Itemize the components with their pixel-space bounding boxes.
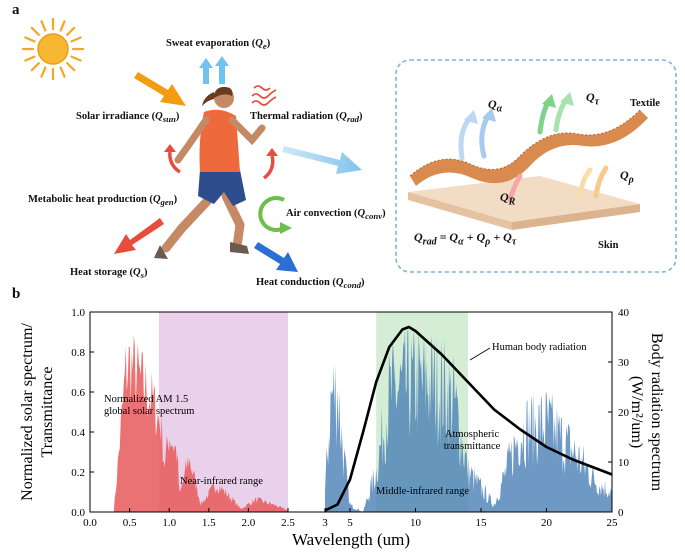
sun-icon — [21, 17, 85, 81]
y-axis-title-line2: Transmittance — [39, 367, 56, 458]
y-tick-label: 0.6 — [71, 387, 85, 399]
x-tick-label: 0.0 — [83, 517, 97, 529]
panel-a-letter: a — [12, 2, 20, 18]
q-rho-label: Qρ — [620, 168, 634, 186]
q-tau-label: Qτ — [586, 90, 600, 108]
body-radiation-curve — [324, 325, 613, 512]
y2-tick-label: 30 — [618, 357, 630, 369]
air-convection-icon — [258, 196, 292, 234]
textile-inset — [395, 59, 677, 273]
runner-figure — [154, 86, 266, 259]
air-convection-label: Air convection (Qconv) — [286, 208, 386, 222]
x-tick-label: 1.0 — [162, 517, 176, 529]
y-tick-label: 1.0 — [71, 307, 85, 319]
spectrum-chart: 0.0 0.5 1.0 1.5 2.0 2.5 3 5 10 15 20 25 0.0 0.2 0.4 0.6… — [19, 307, 665, 549]
y-axis-title-line1: Normalized solar spectrum/ — [19, 323, 36, 501]
y-tick-label: 0.0 — [71, 507, 85, 519]
atmospheric-transmittance-series — [325, 328, 612, 512]
y-tick-label: 0.8 — [71, 347, 85, 359]
y2-axis-title-line2: (W/m²/um) — [628, 376, 645, 448]
am15-annotation-line2: global solar spectrum — [104, 406, 194, 417]
sweat-arrows-icon — [199, 56, 229, 84]
body-radiation-annotation: Human body radiation — [492, 342, 587, 353]
metabolic-arrows-icon — [164, 144, 278, 180]
q-r-label: QR — [500, 190, 516, 208]
x-tick-label: 25 — [607, 517, 619, 529]
panel-a-illustration — [21, 17, 677, 273]
y-tick-label: 0.2 — [71, 467, 85, 479]
sweat-evaporation-label: Sweat evaporation (Qe) — [166, 38, 271, 52]
solar-irradiance-label: Solar irradiance (Qsun) — [76, 111, 180, 125]
x-tick-label: 2.0 — [242, 517, 256, 529]
nir-annotation: Near-infrared range — [180, 476, 263, 487]
am15-annotation-line1: Normalized AM 1.5 — [104, 394, 188, 405]
skin-label: Skin — [598, 240, 619, 251]
x-tick-label: 20 — [541, 517, 553, 529]
textile-label: Textile — [630, 98, 660, 109]
y2-axis-title-line1: Body radiation spectrum — [648, 333, 665, 492]
x-tick-label: 1.5 — [202, 517, 216, 529]
q-alpha-label: Qα — [488, 97, 503, 115]
rad-equation: Qrad = Qα + Qρ + Qτ — [414, 230, 517, 248]
atm-annotation-line2: transmittance — [444, 441, 501, 452]
near-infrared-band — [158, 312, 288, 512]
heat-storage-label: Heat storage (Qs) — [70, 267, 148, 281]
y-tick-label: 0.4 — [71, 427, 85, 439]
x-tick-label: 15 — [476, 517, 488, 529]
x-tick-label: 0.5 — [123, 517, 137, 529]
y2-tick-label: 20 — [618, 407, 630, 419]
solar-spectrum-area — [113, 334, 288, 512]
heat-storage-arrow-icon — [114, 218, 164, 254]
panel-b-letter: b — [12, 286, 21, 302]
thermal-squiggle-icon — [251, 85, 277, 106]
atmospheric-transmittance-area — [325, 328, 612, 512]
metabolic-heat-label: Metabolic heat production (Qgen) — [28, 194, 178, 208]
solar-arrow-icon — [134, 72, 186, 106]
thermal-radiation-label: Thermal radiation (Qrad) — [250, 111, 363, 125]
y2-tick-label: 40 — [618, 307, 630, 319]
y2-tick-label: 10 — [618, 457, 630, 469]
x-tick-label: 3 — [322, 517, 328, 529]
heat-conduction-arrow-icon — [254, 242, 298, 272]
body-radiation-leader — [469, 347, 491, 361]
x-axis-title: Wavelength (um) — [292, 530, 410, 549]
x-tick-label: 5 — [347, 517, 353, 529]
y2-tick-label: 0 — [618, 507, 624, 519]
x-tick-label: 10 — [410, 517, 422, 529]
x-tick-label: 2.5 — [281, 517, 295, 529]
heat-conduction-label: Heat conduction (Qcond) — [256, 277, 365, 291]
zoom-arrow-icon — [282, 146, 362, 174]
mir-annotation: Middle-infrared range — [376, 486, 469, 497]
solar-spectrum-series — [113, 334, 288, 512]
atm-annotation-line1: Atmospheric — [445, 429, 500, 440]
